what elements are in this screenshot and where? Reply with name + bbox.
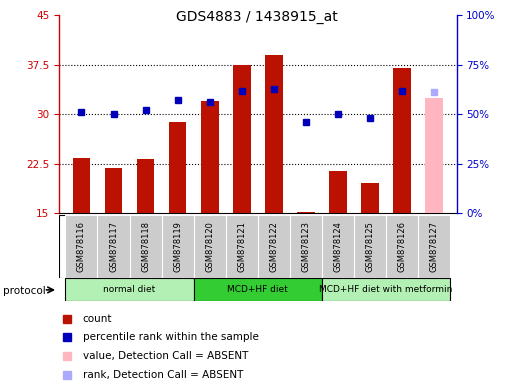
Text: GSM878120: GSM878120 [205,221,214,272]
Bar [73,159,90,213]
Text: protocol: protocol [3,286,45,296]
Bar [322,278,450,301]
Bar [425,98,443,213]
Text: GSM878124: GSM878124 [333,221,343,272]
Bar [386,215,418,278]
Text: GSM878121: GSM878121 [237,221,246,272]
Text: percentile rank within the sample: percentile rank within the sample [83,333,259,343]
Text: GSM878116: GSM878116 [77,221,86,272]
Bar [354,215,386,278]
Bar [322,215,354,278]
Bar [201,101,219,213]
Bar [418,215,450,278]
Bar [105,168,122,213]
Bar [137,159,154,213]
Text: GSM878127: GSM878127 [429,221,439,272]
Text: GSM878122: GSM878122 [269,221,279,272]
Bar [66,278,194,301]
Bar [130,215,162,278]
Text: rank, Detection Call = ABSENT: rank, Detection Call = ABSENT [83,370,243,380]
Bar [258,215,290,278]
Text: MCD+HF diet: MCD+HF diet [227,285,288,295]
Text: GSM878123: GSM878123 [301,221,310,272]
Bar [290,215,322,278]
Text: GSM878126: GSM878126 [398,221,407,272]
Bar [226,215,258,278]
Bar [361,184,379,213]
Text: count: count [83,314,112,324]
Bar [162,215,194,278]
Text: value, Detection Call = ABSENT: value, Detection Call = ABSENT [83,351,248,361]
Bar [265,55,283,213]
Text: MCD+HF diet with metformin: MCD+HF diet with metformin [320,285,452,295]
Bar [194,278,322,301]
Bar [66,215,97,278]
Bar [194,215,226,278]
Bar [233,65,250,213]
Text: GDS4883 / 1438915_at: GDS4883 / 1438915_at [175,10,338,23]
Text: GSM878117: GSM878117 [109,221,118,272]
Bar [329,171,347,213]
Bar [393,68,411,213]
Bar [97,215,129,278]
Bar [169,122,186,213]
Text: normal diet: normal diet [104,285,155,295]
Text: GSM878119: GSM878119 [173,221,182,272]
Text: GSM878118: GSM878118 [141,221,150,272]
Bar [297,212,314,213]
Text: GSM878125: GSM878125 [365,221,374,272]
